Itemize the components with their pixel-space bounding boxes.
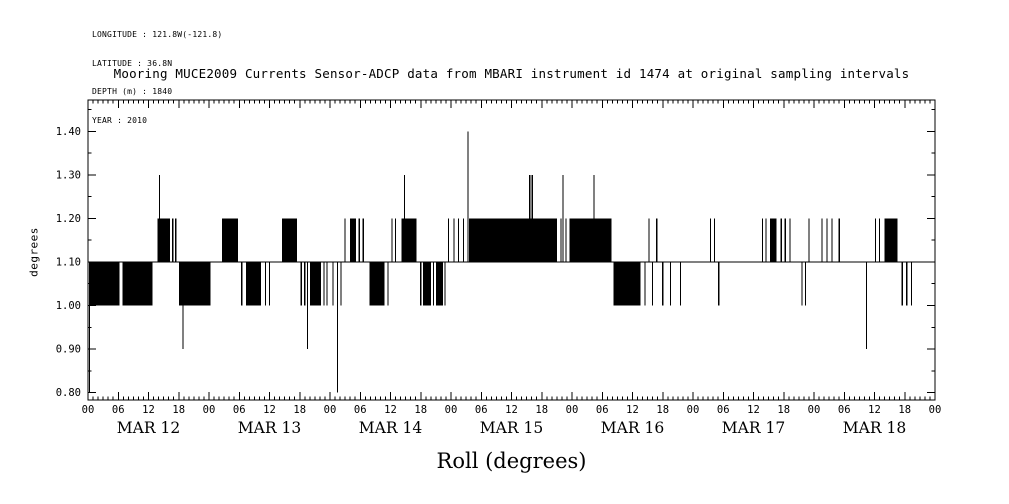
svg-text:18: 18 (656, 404, 669, 416)
svg-text:06: 06 (596, 404, 609, 416)
svg-text:06: 06 (475, 404, 488, 416)
svg-text:00: 00 (808, 404, 821, 416)
svg-text:0.90: 0.90 (56, 344, 81, 356)
svg-text:1.00: 1.00 (56, 300, 81, 312)
meta-year: YEAR : 2010 (92, 115, 148, 125)
svg-text:06: 06 (354, 404, 367, 416)
svg-text:12: 12 (505, 404, 518, 416)
svg-text:1.40: 1.40 (56, 126, 81, 138)
svg-text:18: 18 (293, 404, 306, 416)
svg-text:MAR 13: MAR 13 (238, 419, 301, 437)
svg-text:00: 00 (445, 404, 458, 416)
svg-text:18: 18 (172, 404, 185, 416)
plot-title: Mooring MUCE2009 Currents Sensor-ADCP da… (113, 66, 910, 81)
meta-latitude: LATITUDE : 36.8N (92, 58, 173, 68)
svg-text:12: 12 (747, 404, 760, 416)
svg-text:12: 12 (626, 404, 639, 416)
svg-text:00: 00 (929, 404, 942, 416)
svg-text:12: 12 (263, 404, 276, 416)
svg-text:18: 18 (535, 404, 548, 416)
svg-text:00: 00 (687, 404, 700, 416)
svg-text:18: 18 (898, 404, 911, 416)
svg-text:06: 06 (112, 404, 125, 416)
svg-text:MAR 18: MAR 18 (843, 419, 906, 437)
meta-depth: DEPTH (m) : 1840 (92, 87, 173, 96)
svg-text:00: 00 (566, 404, 579, 416)
station-metadata: LONGITUDE : 121.8W(-121.8) LATITUDE : 36… (92, 11, 222, 144)
svg-text:06: 06 (838, 404, 851, 416)
svg-text:MAR 14: MAR 14 (359, 419, 423, 437)
svg-text:MAR 12: MAR 12 (117, 419, 180, 437)
svg-text:12: 12 (868, 404, 881, 416)
svg-text:0.80: 0.80 (56, 387, 81, 399)
svg-text:12: 12 (384, 404, 397, 416)
svg-text:18: 18 (414, 404, 427, 416)
svg-text:12: 12 (142, 404, 155, 416)
svg-text:MAR 16: MAR 16 (601, 419, 664, 437)
meta-longitude: LONGITUDE : 121.8W(-121.8) (92, 30, 223, 39)
svg-text:1.10: 1.10 (56, 256, 81, 268)
svg-text:MAR 17: MAR 17 (722, 419, 785, 437)
svg-text:00: 00 (82, 404, 95, 416)
svg-text:00: 00 (324, 404, 337, 416)
svg-text:18: 18 (777, 404, 790, 416)
svg-text:00: 00 (203, 404, 216, 416)
svg-text:1.20: 1.20 (56, 213, 81, 225)
svg-text:06: 06 (233, 404, 246, 416)
x-axis-title: Roll (degrees) (436, 449, 587, 473)
svg-text:06: 06 (717, 404, 730, 416)
svg-text:MAR 15: MAR 15 (480, 419, 543, 437)
svg-text:1.30: 1.30 (56, 169, 81, 181)
